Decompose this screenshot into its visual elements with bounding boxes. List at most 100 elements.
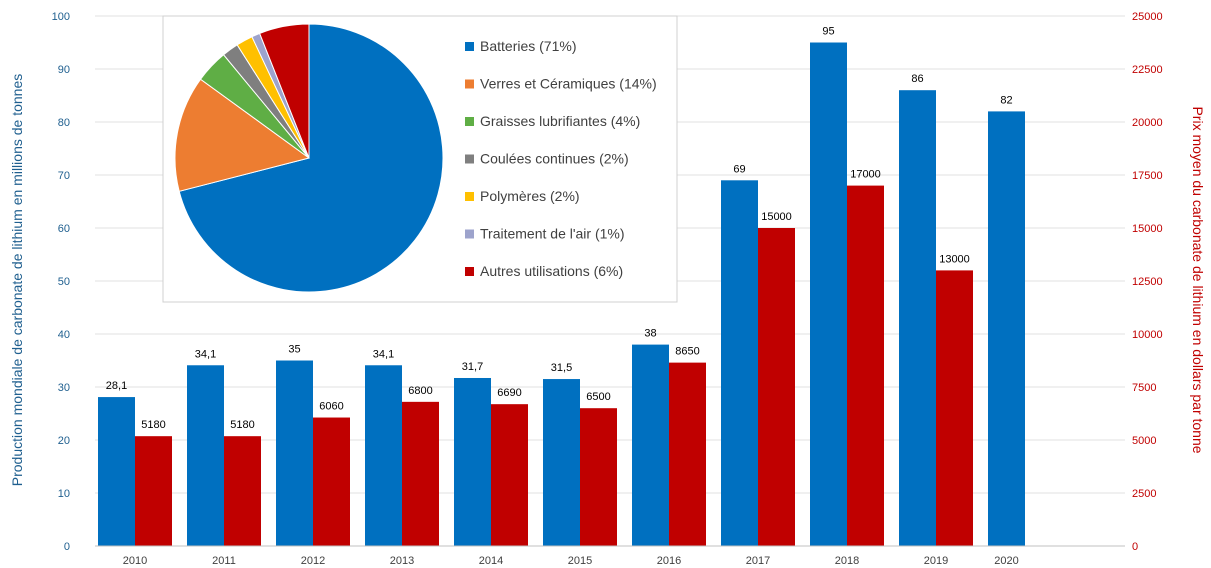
x-tick-label: 2017 [746,555,770,567]
pie [174,23,444,293]
production-data-label: 34,1 [373,348,394,360]
production-bar [454,377,491,546]
right-tick-label: 2500 [1132,488,1156,500]
legend-label: Traitement de l'air (1%) [480,226,625,242]
right-axis-ticks: 0 2500 5000 7500 10000 12500 15000 17500 20000 22… [1132,11,1163,553]
production-data-label: 86 [911,73,923,85]
right-tick-label: 15000 [1132,223,1163,235]
legend-swatch [465,42,474,51]
x-tick-label: 2013 [390,555,414,567]
right-tick-label: 5000 [1132,435,1156,447]
price-data-label: 5180 [141,419,165,431]
left-tick-label: 80 [58,117,70,129]
price-bar [580,408,617,546]
production-data-label: 82 [1000,94,1012,106]
price-bar [491,404,528,546]
legend-swatch [465,154,474,164]
production-data-label: 35 [288,344,300,356]
legend-swatch [465,79,474,89]
price-bar [847,185,884,546]
left-tick-label: 90 [58,64,70,76]
x-tick-label: 2020 [994,555,1018,567]
right-tick-label: 22500 [1132,64,1163,76]
price-data-label: 13000 [939,253,970,265]
production-data-label: 69 [733,163,745,175]
legend-label: Graisses lubrifiantes (4%) [480,113,640,129]
price-data-label: 6500 [586,391,610,403]
pie-slice [178,23,444,293]
production-bar [187,365,224,546]
x-tick-label: 2014 [479,555,503,567]
legend-label: Verres et Céramiques (14%) [480,76,657,92]
left-tick-label: 40 [58,329,70,341]
x-axis-ticks: 2010 2011 2012 2013 2014 2015 2016 2017 2018 2019… [123,555,1019,567]
left-tick-label: 100 [52,11,70,23]
right-tick-label: 0 [1132,541,1138,553]
production-bar [632,344,669,546]
x-tick-label: 2015 [568,555,592,567]
price-bar [135,436,172,546]
production-bar [276,360,313,546]
legend-swatch [465,117,474,126]
x-tick-label: 2016 [657,555,681,567]
production-data-label: 28,1 [106,380,127,392]
legend-swatch [465,229,474,239]
pie-slice [174,78,311,192]
price-bar [936,270,973,546]
legend-label: Autres utilisations (6%) [480,263,623,279]
legend-label: Polymères (2%) [480,188,580,204]
data-labels: 28,1 5180 34,1 5180 35 6060 34,1 6800 31,7 6690 31… [106,26,1013,432]
price-data-label: 6060 [319,401,343,413]
pie-chart-inset: Batteries (71%) Verres et Céramiques (14%… [162,15,678,303]
legend-swatch [465,192,474,201]
right-axis-title: Prix moyen du carbonate de lithium en do… [1190,106,1206,453]
right-tick-label: 20000 [1132,117,1163,129]
right-tick-label: 12500 [1132,276,1163,288]
production-data-label: 31,5 [551,362,572,374]
legend-label: Coulées continues (2%) [480,151,629,167]
price-data-label: 8650 [675,346,699,358]
production-bar [899,90,936,546]
x-tick-label: 2010 [123,555,147,567]
price-data-label: 6690 [497,387,521,399]
production-data-label: 34,1 [195,348,216,360]
pie-legend: Batteries (71%) Verres et Céramiques (14%… [465,38,657,279]
production-bar [365,365,402,546]
right-tick-label: 7500 [1132,382,1156,394]
price-data-label: 17000 [850,169,881,181]
right-tick-label: 17500 [1132,170,1163,182]
left-tick-label: 0 [64,541,70,553]
price-bar [224,436,261,546]
price-data-label: 15000 [761,211,792,223]
production-bar [721,180,758,547]
production-data-label: 31,7 [462,361,483,373]
left-tick-label: 10 [58,488,70,500]
x-tick-label: 2012 [301,555,325,567]
x-tick-label: 2011 [212,555,236,567]
left-tick-label: 50 [58,276,70,288]
left-tick-label: 60 [58,223,70,235]
bars [98,42,1025,547]
price-bar [758,228,795,546]
right-tick-label: 10000 [1132,329,1163,341]
left-axis-title: Production mondiale de carbonate de lith… [9,74,25,486]
left-tick-label: 20 [58,435,70,447]
price-bar [313,417,350,546]
production-bar [988,111,1025,547]
production-data-label: 38 [644,328,656,340]
x-tick-label: 2018 [835,555,859,567]
legend-swatch [465,267,474,276]
right-tick-label: 25000 [1132,11,1163,23]
price-data-label: 6800 [408,385,432,397]
price-bar [402,401,439,546]
x-tick-label: 2019 [924,555,948,567]
price-bar [669,362,706,546]
left-tick-label: 70 [58,170,70,182]
production-bar [543,379,580,546]
production-bar [98,397,135,546]
left-axis-ticks: 0 10 20 30 40 50 60 70 80 90 100 [52,11,70,553]
price-data-label: 5180 [230,419,254,431]
production-bar [810,42,847,546]
legend-label: Batteries (71%) [480,38,576,54]
